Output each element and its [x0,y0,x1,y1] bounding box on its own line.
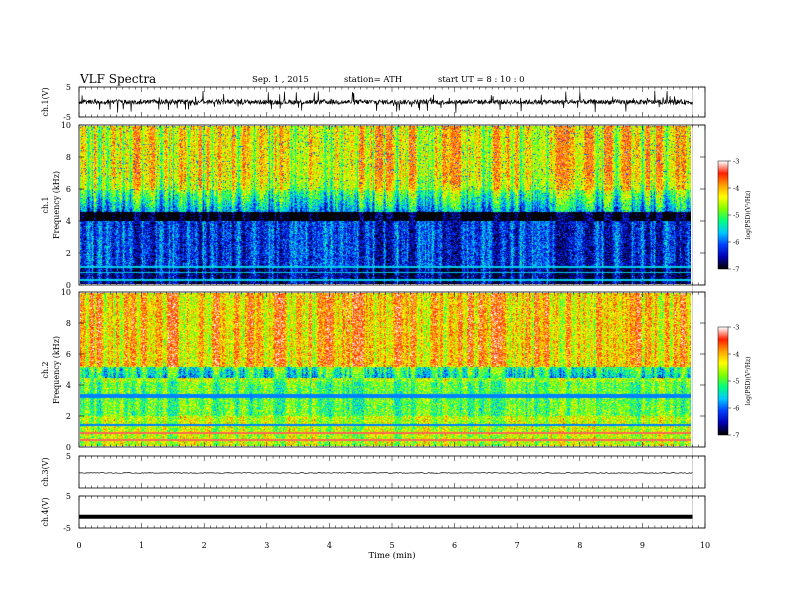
x-tick-label-9: 9 [640,541,645,550]
ch1-colorbar-label: log(PSD)(V²/Hz) [745,191,752,240]
ch1-wave-ytick-top: 5 [66,83,71,92]
ch2-colorbar [718,327,728,435]
ch1-colorbar-tick-label: -7 [733,266,739,274]
ch1-spec-ylabel-channel: ch.1 [41,196,50,213]
ch2-colorbar-tick-label: -3 [733,324,739,332]
station-label: station= ATH [344,75,402,85]
x-tick-label-6: 6 [452,541,457,550]
ch2-colorbar-tick-label: -7 [733,432,739,440]
ch2-colorbar-tick-label: -5 [733,378,739,386]
ch1-colorbar-tick-label: -3 [733,158,739,166]
ch1-waveform [78,90,693,113]
ch1-spec-ytick-8: 8 [66,153,71,162]
ch2-colorbar-tick-label: -4 [733,351,739,359]
ch3-wave-ylabel: ch.3(V) [41,457,50,486]
ch2-spec-ytick-0: 0 [66,443,71,452]
ch2-spec-ytick-4: 4 [66,381,71,390]
ch1-spectrogram-image [80,126,691,284]
ch1-spec-ytick-4: 4 [66,217,71,226]
ch4-wave-ytick-bottom: -5 [63,524,71,533]
ch2-spec-ylabel-freq: Frequency (kHz) [52,336,61,404]
ch2-spec-ytick-2: 2 [66,412,71,421]
ch1-spec-ytick-2: 2 [66,249,71,258]
x-tick-label-0: 0 [76,541,81,550]
x-tick-label-1: 1 [139,541,144,550]
ch1-colorbar-tick-label: -5 [733,212,739,220]
x-tick-label-5: 5 [389,541,394,550]
x-axis-label: Time (min) [368,550,415,561]
ch1-spec-ytick-10: 10 [61,121,71,130]
ch1-wave-ytick-bottom: -5 [63,113,71,122]
ch1-wave-ylabel: ch.1(V) [41,87,50,116]
ch1-spec-ytick-6: 6 [66,185,71,194]
ch1-colorbar-tick-label: -4 [733,185,739,193]
ch1-spec-ylabel-freq: Frequency (kHz) [52,171,61,239]
ch3-wave-ytick-top: 5 [66,452,71,461]
ch2-colorbar-label: log(PSD)(V²/Hz) [745,357,752,406]
ch2-spec-ytick-10: 10 [61,288,71,297]
figure-title: VLF Spectra [79,72,156,86]
ch1-colorbar [718,161,728,269]
ch2-colorbar-tick-label: -6 [733,405,739,413]
x-tick-label-2: 2 [202,541,207,550]
ch1-spec-ytick-0: 0 [66,281,71,290]
x-tick-label-10: 10 [700,541,710,550]
ch2-spec-ytick-8: 8 [66,319,71,328]
ch2-spectrogram-image [80,293,691,446]
ch2-spec-ylabel-channel: ch.2 [41,361,50,378]
ch3-waveform [78,472,693,474]
ch2-spec-ytick-6: 6 [66,350,71,359]
ch4-wave-ylabel: ch.4(V) [41,497,50,526]
x-tick-label-8: 8 [577,541,582,550]
ch4-wave-ytick-top: 5 [66,492,71,501]
ch1-colorbar-tick-label: -6 [733,239,739,247]
date-label: Sep. 1 , 2015 [252,75,309,85]
x-tick-label-3: 3 [264,541,269,550]
x-tick-label-7: 7 [515,541,520,550]
start-time-label: start UT = 8 : 10 : 0 [438,75,525,85]
x-tick-label-4: 4 [327,541,332,550]
